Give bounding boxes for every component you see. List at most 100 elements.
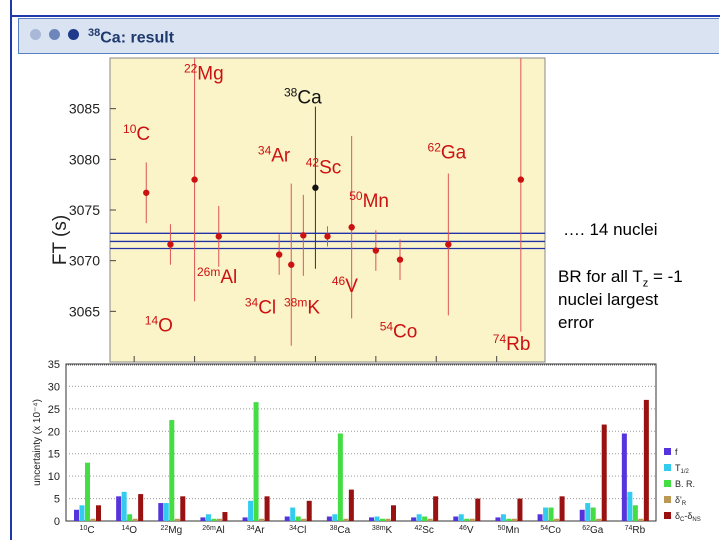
- ft-point: [324, 233, 331, 240]
- ft-nuclide-mass: 74: [493, 332, 507, 346]
- ft-point: [312, 184, 319, 191]
- bar-dr: [259, 518, 265, 521]
- bar-br: [337, 433, 343, 521]
- bar-ytick-label: 25: [48, 404, 60, 416]
- bar-category-symbol: O: [129, 525, 137, 536]
- ft-ytick-label: 3080: [69, 151, 100, 167]
- bar-f: [495, 517, 501, 521]
- bar-category-label: 34Cl: [289, 525, 306, 536]
- bar-dr: [554, 518, 560, 521]
- bar-ytick-label: 30: [48, 381, 60, 393]
- ft-point: [191, 176, 198, 183]
- ft-nuclide-label: 54Co: [380, 320, 418, 343]
- ft-nuclide-mass: 10: [123, 122, 137, 136]
- bar-category-mass: 22: [161, 525, 169, 532]
- ft-nuclide-label: 42Sc: [306, 156, 342, 179]
- ft-nuclide-symbol: Co: [393, 322, 417, 343]
- nav-dot-2[interactable]: [49, 29, 60, 40]
- bar-f: [411, 517, 417, 521]
- bar-t12: [500, 514, 506, 521]
- bar-br: [464, 518, 470, 521]
- ft-point: [372, 247, 380, 254]
- bar-br: [253, 402, 259, 521]
- ft-nuclide-label: 46V: [332, 274, 358, 297]
- bar-dcdns: [138, 494, 144, 521]
- bar-category-label: 10C: [80, 525, 95, 536]
- bar-category-mass: 26m: [202, 525, 216, 532]
- ft-nuclide-label: 14O: [145, 314, 173, 337]
- title-mass: 38: [88, 27, 101, 39]
- ft-nuclide-symbol: Mn: [363, 191, 389, 212]
- legend-sub: C: [680, 517, 685, 523]
- bar-dcdns: [643, 399, 649, 521]
- bar-t12: [543, 507, 549, 521]
- bar-dr: [385, 518, 391, 521]
- bar-dr: [343, 518, 349, 521]
- bar-category-label: 38mK: [372, 525, 393, 536]
- bar-category-symbol: Mg: [168, 525, 182, 536]
- bar-dcdns: [433, 496, 439, 521]
- ft-ytick-label: 3075: [69, 202, 100, 218]
- legend-sub: R: [682, 501, 687, 507]
- br-note-part-b: = -1: [648, 267, 683, 286]
- bar-dcdns: [306, 500, 312, 521]
- bar-category-label: 74Rb: [625, 525, 646, 536]
- bar-dcdns: [348, 489, 354, 521]
- bar-f: [284, 516, 290, 521]
- nuclei-count-note: …. 14 nuclei: [563, 220, 658, 239]
- legend-text: T: [675, 463, 681, 473]
- bar-category-label: 62Ga: [582, 525, 604, 536]
- bar-dcdns: [475, 498, 481, 521]
- bar-plot-area: [65, 363, 657, 522]
- bar-dr: [132, 518, 138, 521]
- bar-f: [158, 503, 164, 521]
- nav-dot-3[interactable]: [68, 29, 79, 40]
- bar-category-symbol: C: [87, 525, 94, 536]
- bar-category-label: 14O: [121, 525, 137, 536]
- top-rule: [10, 15, 720, 17]
- bar-dr: [174, 518, 180, 521]
- bar-f: [537, 514, 543, 521]
- ft-nuclide-mass: 26m: [197, 265, 220, 279]
- bar-category-symbol: Sc: [422, 525, 434, 536]
- ft-nuclide-symbol: Sc: [319, 158, 341, 179]
- ft-nuclide-symbol: Ar: [271, 145, 291, 166]
- bar-category-label: 50Mn: [498, 525, 520, 536]
- bar-dcdns: [222, 512, 228, 521]
- legend-swatch: [664, 512, 671, 519]
- ft-nuclide-label: 74Rb: [493, 332, 531, 355]
- bar-dr: [90, 518, 96, 521]
- ft-nuclide-label: 26mAl: [197, 265, 237, 288]
- bar-category-mass: 10: [80, 525, 88, 532]
- ft-nuclide-label: 22Mg: [184, 61, 224, 84]
- bar-t12: [205, 514, 211, 521]
- ft-nuclide-mass: 62: [428, 140, 442, 154]
- bar-dr: [511, 518, 517, 521]
- ft-nuclide-symbol: C: [136, 124, 150, 145]
- bar-ytick-label: 5: [54, 494, 60, 506]
- bar-category-label: 22Mg: [161, 525, 183, 536]
- bar-category-mass: 14: [121, 525, 129, 532]
- legend-swatch: [664, 448, 671, 455]
- legend-tail-sub: NS: [692, 517, 700, 523]
- bar-category-symbol: Co: [548, 525, 561, 536]
- bar-br: [590, 507, 596, 521]
- bar-category-symbol: Ga: [590, 525, 604, 536]
- title-bar: [18, 18, 719, 54]
- bar-category-symbol: V: [467, 525, 474, 536]
- ft-point: [396, 256, 404, 263]
- ft-point: [445, 241, 452, 248]
- bar-dr: [596, 518, 602, 521]
- bar-f: [579, 509, 585, 521]
- nav-dot-1[interactable]: [30, 29, 41, 40]
- bar-f: [200, 517, 206, 521]
- bar-t12: [374, 516, 380, 521]
- ft-nuclide-mass: 38: [284, 86, 298, 100]
- ft-nuclide-mass: 46: [332, 274, 346, 288]
- bar-br: [422, 516, 428, 521]
- bar-category-symbol: Rb: [632, 525, 645, 536]
- bar-ytick-label: 0: [54, 516, 60, 528]
- bar-t12: [458, 514, 464, 521]
- ft-nuclide-symbol: V: [345, 276, 358, 297]
